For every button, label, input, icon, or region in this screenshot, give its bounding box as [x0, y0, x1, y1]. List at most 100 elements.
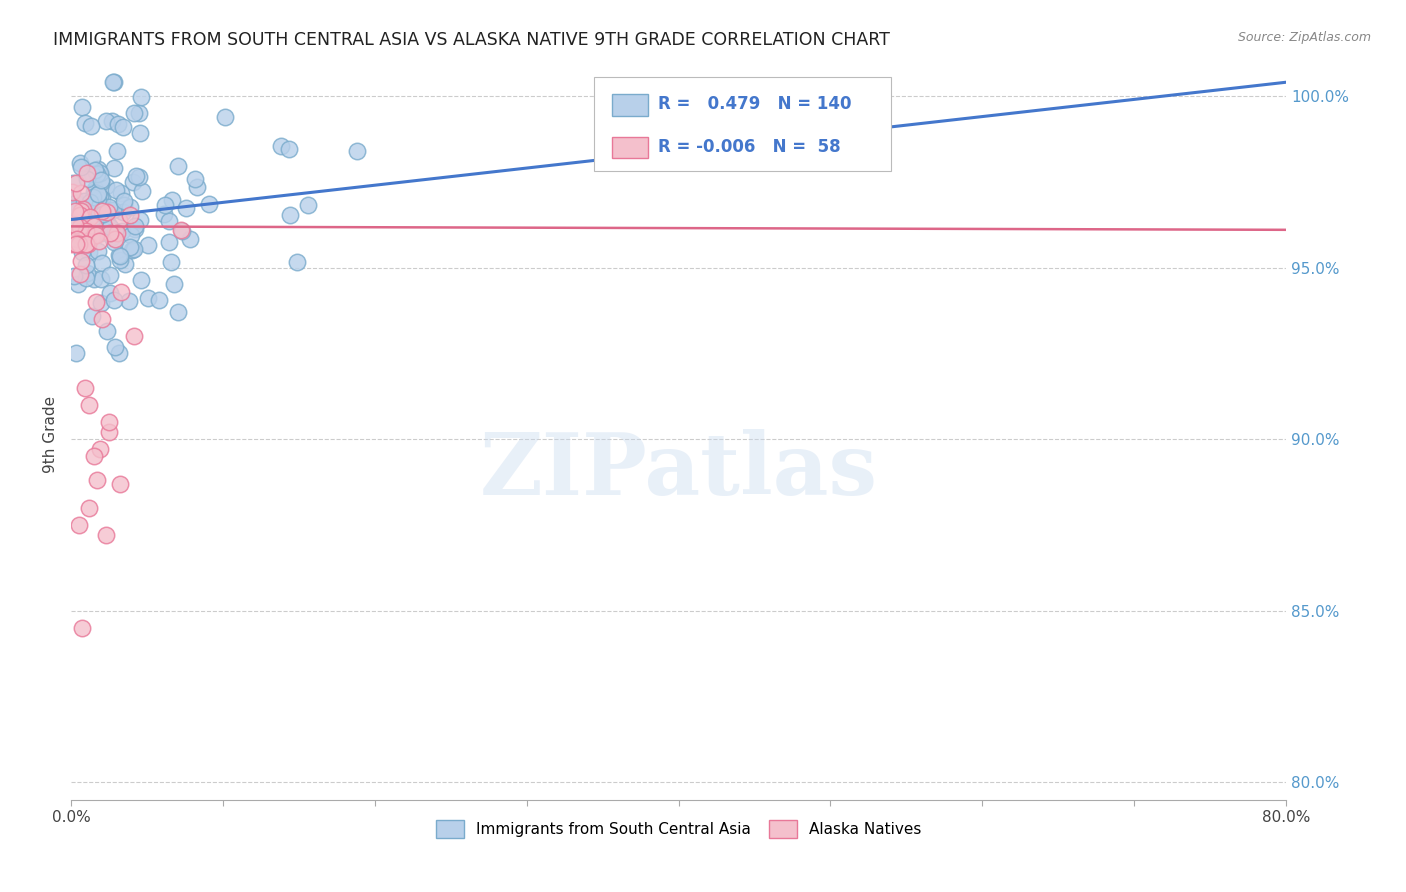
Point [104, 232, 127, 246]
Point [73, 203, 96, 218]
Point [114, 257, 136, 271]
Point [105, 183, 128, 197]
Point [98, 203, 121, 218]
Point [83, 450, 105, 464]
Point [70, 245, 93, 260]
Point [170, 224, 193, 238]
Point [79, 225, 101, 239]
Point [79, 120, 101, 134]
Point [124, 219, 146, 233]
Point [96, 114, 118, 128]
Point [65, 227, 87, 241]
Point [128, 127, 150, 141]
Point [72, 202, 94, 217]
Point [65, 236, 87, 251]
Point [80, 167, 103, 181]
Point [69, 253, 91, 268]
Point [124, 222, 146, 236]
Point [153, 207, 176, 221]
Point [84, 181, 107, 195]
Point [75, 271, 97, 285]
Point [90, 312, 112, 326]
Point [83, 185, 105, 199]
Point [118, 208, 141, 222]
Point [90, 175, 112, 189]
Point [67, 225, 90, 239]
Point [87, 192, 110, 206]
Point [121, 244, 143, 258]
Point [107, 117, 129, 131]
Point [108, 249, 131, 263]
Point [110, 186, 132, 201]
Point [60, 236, 83, 251]
Point [122, 243, 145, 257]
Point [100, 114, 122, 128]
Point [76, 266, 98, 280]
Text: R = -0.006   N =  58: R = -0.006 N = 58 [658, 137, 841, 156]
Point [66, 232, 89, 246]
Point [65, 196, 87, 211]
Point [90, 192, 112, 206]
Point [160, 254, 183, 268]
Point [122, 329, 145, 343]
Point [163, 277, 186, 292]
Legend: Immigrants from South Central Asia, Alaska Natives: Immigrants from South Central Asia, Alas… [430, 814, 928, 845]
Point [77, 500, 100, 515]
Point [69, 156, 91, 170]
Point [121, 175, 143, 189]
Point [101, 203, 124, 218]
Point [103, 235, 125, 249]
Point [67, 236, 90, 251]
Point [87, 234, 110, 248]
Point [153, 197, 176, 211]
Point [118, 293, 141, 308]
Point [87, 187, 110, 202]
Point [65, 204, 87, 219]
Point [103, 161, 125, 176]
Point [87, 244, 110, 259]
Point [112, 205, 135, 219]
Point [148, 293, 170, 307]
Point [100, 230, 122, 244]
Point [75, 224, 97, 238]
Point [176, 202, 198, 216]
Point [98, 425, 121, 440]
Point [285, 254, 308, 268]
Point [83, 219, 105, 233]
Point [60, 185, 83, 199]
Point [67, 234, 90, 248]
Point [96, 324, 118, 338]
Point [66, 224, 89, 238]
Point [86, 167, 108, 181]
Text: Source: ZipAtlas.com: Source: ZipAtlas.com [1237, 31, 1371, 45]
Point [83, 227, 105, 241]
Point [83, 215, 105, 229]
Point [83, 210, 105, 224]
Point [87, 162, 110, 177]
Point [69, 219, 91, 233]
Point [98, 200, 121, 214]
Point [183, 171, 205, 186]
Point [198, 197, 221, 211]
Point [131, 185, 153, 199]
Point [69, 209, 91, 223]
Point [73, 194, 96, 208]
Y-axis label: 9th Grade: 9th Grade [44, 395, 58, 473]
Point [103, 75, 125, 89]
Point [90, 296, 112, 310]
Point [65, 176, 87, 190]
Point [159, 235, 181, 250]
Point [96, 205, 118, 219]
Point [62, 200, 84, 214]
Point [69, 233, 91, 247]
Point [70, 186, 93, 200]
Point [66, 201, 89, 215]
Point [98, 285, 121, 300]
Point [278, 208, 301, 222]
Point [76, 171, 98, 186]
Point [90, 204, 112, 219]
Point [97, 415, 120, 429]
Point [67, 236, 90, 251]
Point [179, 232, 201, 246]
Point [120, 227, 142, 242]
